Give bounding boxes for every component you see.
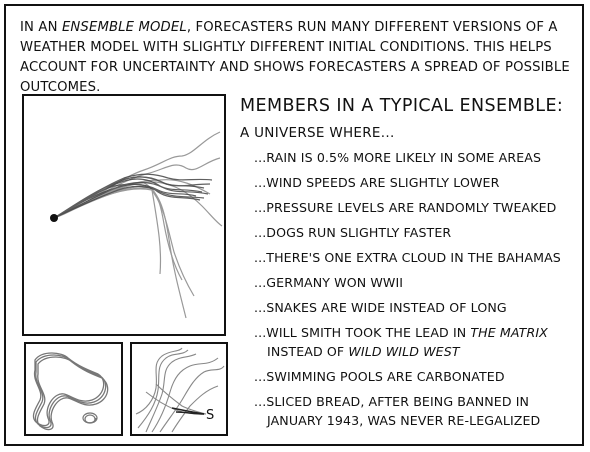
member-item: ...Rain is 0.5% more likely in some area… bbox=[254, 150, 542, 165]
outlier-tracks bbox=[53, 131, 223, 319]
member-item-matrix-line1: ...Will Smith took the lead in bbox=[254, 325, 471, 340]
member-item-bread-line2: January 1943, was never re-legalized bbox=[267, 413, 541, 428]
member-item-matrix: ...Will Smith took the lead in The Matri… bbox=[254, 323, 584, 361]
snake-tracks-label: S bbox=[206, 408, 214, 423]
ensemble-tracks-panel bbox=[22, 94, 226, 336]
member-item: ...Swimming pools are carbonated bbox=[254, 369, 505, 384]
member-item-bread-line1: ...Sliced bread, after being banned in bbox=[254, 394, 530, 409]
member-item: ...Wind speeds are slightly lower bbox=[254, 175, 500, 190]
member-item-wild-west-title: Wild Wild West bbox=[348, 344, 460, 359]
member-item: ...There's one extra cloud in the Bahama… bbox=[254, 250, 561, 265]
intro-text-part1: In an bbox=[20, 20, 62, 35]
members-subheading: A universe where... bbox=[240, 125, 395, 141]
member-item-matrix-line2: instead of Wild Wild West bbox=[254, 342, 584, 361]
member-item-matrix-line2-text: instead of bbox=[267, 344, 349, 359]
member-item: ...Snakes are wide instead of long bbox=[254, 300, 507, 315]
origin-dot bbox=[50, 214, 58, 222]
snake-tracks-drawing: S bbox=[135, 347, 225, 433]
loopy-tracks-panel bbox=[24, 342, 123, 436]
member-item-matrix-title: The Matrix bbox=[470, 325, 548, 340]
ensemble-tracks-drawing bbox=[50, 131, 223, 319]
snake-tracks-panel: S bbox=[130, 342, 228, 436]
member-item: ...Pressure levels are randomly tweaked bbox=[254, 200, 557, 215]
members-heading: Members in a typical ensemble: bbox=[240, 96, 564, 116]
member-item: ...Dogs run slightly faster bbox=[254, 225, 452, 240]
member-item-bread: ...Sliced bread, after being banned in Ja… bbox=[254, 392, 584, 430]
members-list: ...Rain is 0.5% more likely in some area… bbox=[254, 148, 584, 436]
intro-caption: In an ensemble model, forecasters run ma… bbox=[20, 18, 575, 98]
loopy-tracks-drawing bbox=[32, 352, 109, 431]
intro-text-part2: , forecasters run many different version… bbox=[20, 20, 570, 95]
intro-emphasis: ensemble model bbox=[61, 20, 187, 35]
member-item: ...Germany won WWII bbox=[254, 275, 404, 290]
comic-frame: In an ensemble model, forecasters run ma… bbox=[4, 4, 584, 446]
core-tracks bbox=[53, 173, 213, 219]
